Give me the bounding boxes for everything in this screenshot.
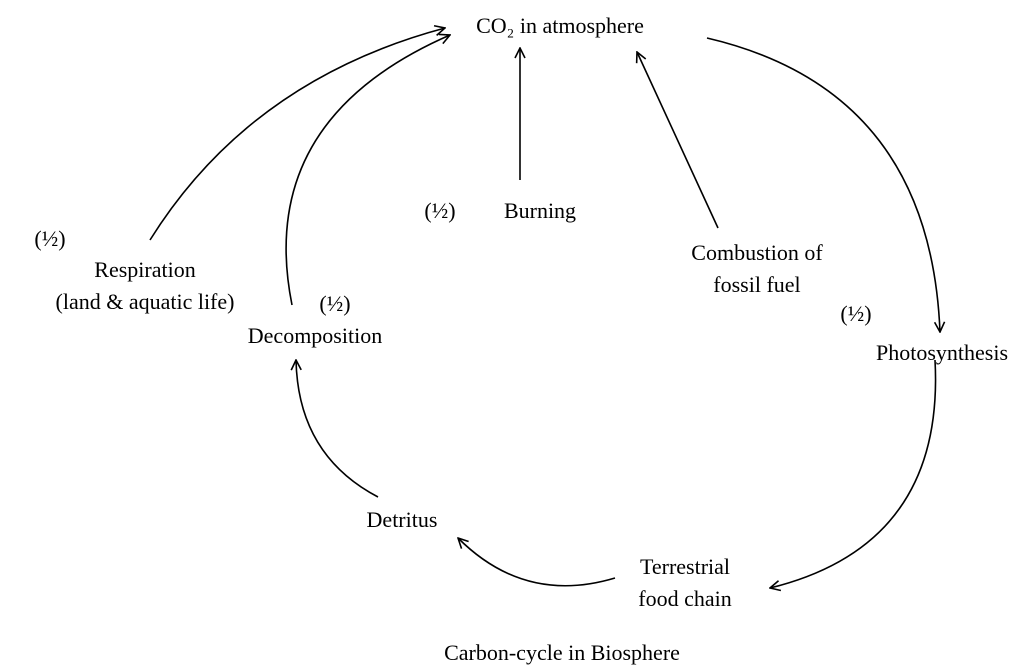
- node-label: Photosynthesis: [876, 340, 1008, 365]
- score-mark: (½): [319, 291, 350, 316]
- node-label: Terrestrial: [640, 554, 730, 579]
- score-mark: (½): [424, 198, 455, 223]
- node-label: Respiration: [94, 257, 195, 282]
- node-label: Detritus: [367, 507, 438, 532]
- node-label: food chain: [638, 586, 731, 611]
- node-label: CO₂ in atmosphere: [476, 13, 644, 38]
- node-label: Combustion of: [691, 240, 823, 265]
- node-label: fossil fuel: [713, 272, 800, 297]
- caption: Carbon-cycle in Biosphere: [444, 640, 680, 665]
- arrow: [637, 52, 719, 229]
- score-mark: (½): [840, 301, 871, 326]
- arrow: [706, 37, 940, 332]
- node-label: Decomposition: [248, 323, 382, 348]
- arrow: [458, 538, 616, 587]
- node-label: Burning: [504, 198, 576, 223]
- node-label: (land & aquatic life): [56, 289, 235, 314]
- arrow: [296, 360, 379, 498]
- labels: CO₂ in atmosphere Burning (½) Combustion of…: [34, 13, 1008, 611]
- arrow: [770, 359, 937, 588]
- arrow: [285, 35, 450, 306]
- arrow: [149, 28, 445, 241]
- score-mark: (½): [34, 226, 65, 251]
- arrows: [149, 28, 940, 588]
